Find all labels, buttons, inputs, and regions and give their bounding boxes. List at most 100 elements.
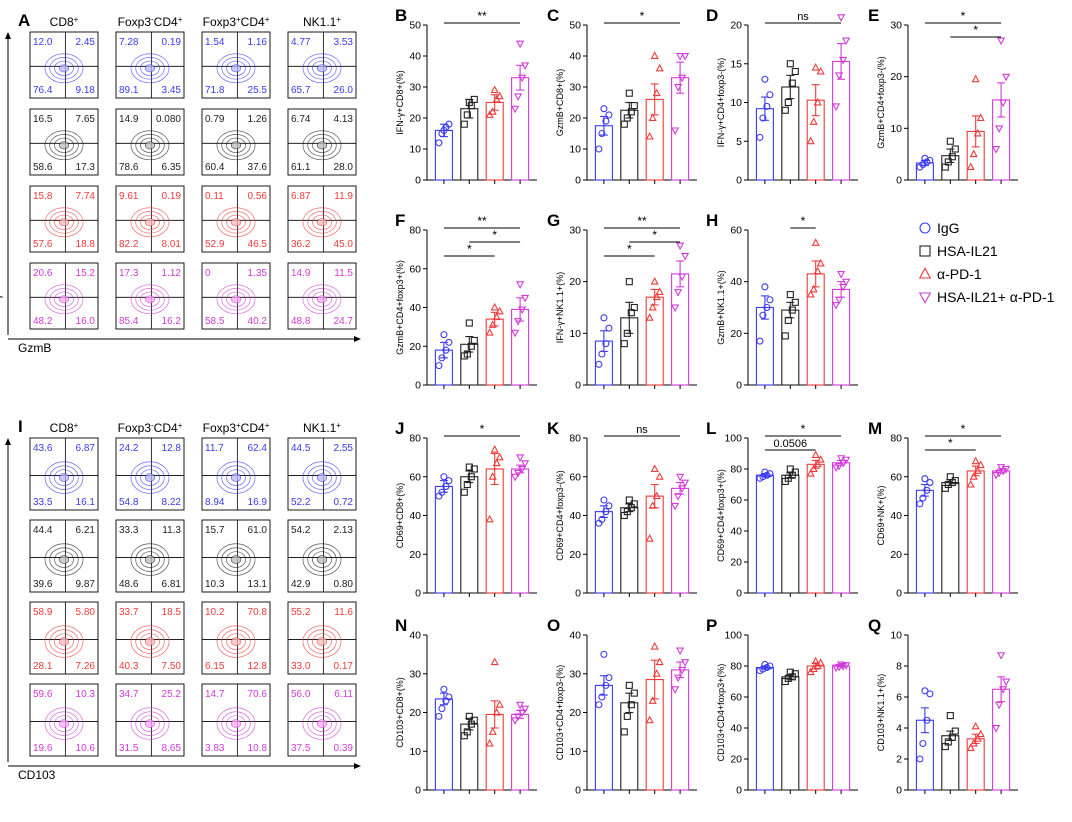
quadrant-value: 52.9 xyxy=(205,239,225,250)
contour xyxy=(144,719,156,728)
y-tick-label: 2 xyxy=(896,754,902,766)
bar-chart-K: K 0 20 40 60 80 CD69+CD4+foxp3-(%) ns xyxy=(547,419,697,600)
significance-label: ** xyxy=(477,214,487,228)
legend: IgG HSA-IL21 α-PD-1 HSA-IL21+ α-PD-1 xyxy=(918,220,1055,305)
contour xyxy=(58,295,70,304)
data-point xyxy=(518,466,527,474)
data-point xyxy=(495,452,504,461)
contour xyxy=(58,218,70,227)
quadrant-value: 25.2 xyxy=(162,689,182,700)
flow-plot: 6.87 11.9 36.2 45.0 xyxy=(287,185,357,253)
data-point xyxy=(966,479,975,488)
data-point xyxy=(916,500,924,508)
y-tick-label: 0 xyxy=(575,175,581,187)
y-axis-label: GzmB+CD8+(%) xyxy=(555,69,565,137)
data-point xyxy=(1002,466,1011,474)
bar-chart-M: M 0 20 40 60 80 CD69+NK+(%) * * xyxy=(868,419,1018,600)
quadrant-value: 7.50 xyxy=(162,661,182,672)
panel-letter-A: A xyxy=(18,11,30,30)
quadrant-value: 33.5 xyxy=(33,497,53,508)
quadrant-value: 0.80 xyxy=(334,579,354,590)
data-point xyxy=(809,464,818,472)
data-point xyxy=(971,721,980,730)
legend-marker-0 xyxy=(919,222,931,234)
y-axis-label: IFN-γ+CD8+(%) xyxy=(395,70,405,135)
bar-chart-N: N 0 10 20 30 40 CD103+CD8+(%) xyxy=(395,616,537,797)
quadrant-value: 0.72 xyxy=(334,497,354,508)
contour xyxy=(312,137,332,153)
legend-label-1: HSA-IL21 xyxy=(937,243,998,259)
data-point xyxy=(671,127,680,136)
data-point xyxy=(602,508,610,516)
data-point xyxy=(921,154,929,162)
data-point xyxy=(655,472,664,480)
significance-label: 0.0506 xyxy=(773,438,807,450)
quadrant-value: 59.6 xyxy=(33,689,53,700)
quadrant-value: 9.61 xyxy=(119,191,139,202)
quadrant-value: 58.5 xyxy=(205,316,225,327)
data-point xyxy=(791,298,799,306)
contour xyxy=(302,461,342,494)
significance-label: * xyxy=(948,436,953,450)
data-point xyxy=(997,37,1006,46)
contour xyxy=(307,547,337,572)
contour xyxy=(144,64,156,73)
data-point xyxy=(625,681,633,689)
contour xyxy=(216,707,256,740)
y-tick-label: 0 xyxy=(415,785,421,797)
quadrant-value: 11.5 xyxy=(334,268,353,279)
data-point xyxy=(671,502,680,511)
significance-label: * xyxy=(480,422,485,436)
y-tick-label: 5 xyxy=(736,136,742,148)
panel-letter-F: F xyxy=(395,211,405,230)
data-point xyxy=(971,456,980,465)
contour xyxy=(144,141,156,150)
contour xyxy=(140,137,160,153)
data-point xyxy=(470,336,478,344)
data-point xyxy=(966,162,975,171)
data-point xyxy=(511,473,520,482)
legend-label-2: α-PD-1 xyxy=(937,266,982,282)
data-point xyxy=(625,278,633,286)
data-point xyxy=(999,99,1008,108)
data-point xyxy=(598,350,606,358)
data-point xyxy=(465,98,473,107)
y-tick-label: 40 xyxy=(730,723,742,735)
contour xyxy=(307,465,337,490)
quadrant-value: 25.5 xyxy=(248,85,268,96)
y-tick-label: 8 xyxy=(896,661,902,673)
legend-marker-1 xyxy=(919,245,931,257)
contour xyxy=(54,137,74,153)
data-point xyxy=(1002,73,1011,82)
contour xyxy=(130,543,170,576)
quadrant-value: 1.26 xyxy=(248,114,268,125)
quadrant-value: 39.6 xyxy=(33,579,53,590)
y-tick-label: 60 xyxy=(409,263,421,275)
flow-plot: 0 1.35 58.5 40.2 xyxy=(201,262,271,330)
data-point xyxy=(995,469,1004,478)
data-point xyxy=(995,701,1004,710)
contour xyxy=(135,57,165,80)
significance-label: * xyxy=(467,242,472,256)
y-tick-label: 40 xyxy=(890,510,902,522)
flow-plot: 15.8 7.74 57.6 18.8 xyxy=(29,185,99,253)
data-point xyxy=(832,103,841,111)
y-tick-label: 4 xyxy=(896,723,902,735)
bar-B-3 xyxy=(511,77,530,181)
data-point xyxy=(511,105,520,114)
data-point xyxy=(440,685,448,693)
data-point xyxy=(485,514,494,523)
data-point xyxy=(969,149,978,158)
data-point xyxy=(969,472,978,480)
flow-plot: 14.7 70.6 3.83 10.8 xyxy=(201,683,271,757)
bar-H-3 xyxy=(832,288,851,386)
contour xyxy=(230,141,242,150)
contour xyxy=(221,465,251,490)
x-arrow-head xyxy=(354,763,361,769)
legend-label-3: HSA-IL21+ α-PD-1 xyxy=(937,289,1055,305)
contour xyxy=(312,60,332,76)
quadrant-value: 45.0 xyxy=(334,239,354,250)
data-point xyxy=(652,669,661,677)
flow-plot: 24.2 12.8 54.8 8.22 xyxy=(115,437,185,511)
quadrant-value: 13.1 xyxy=(248,579,268,590)
